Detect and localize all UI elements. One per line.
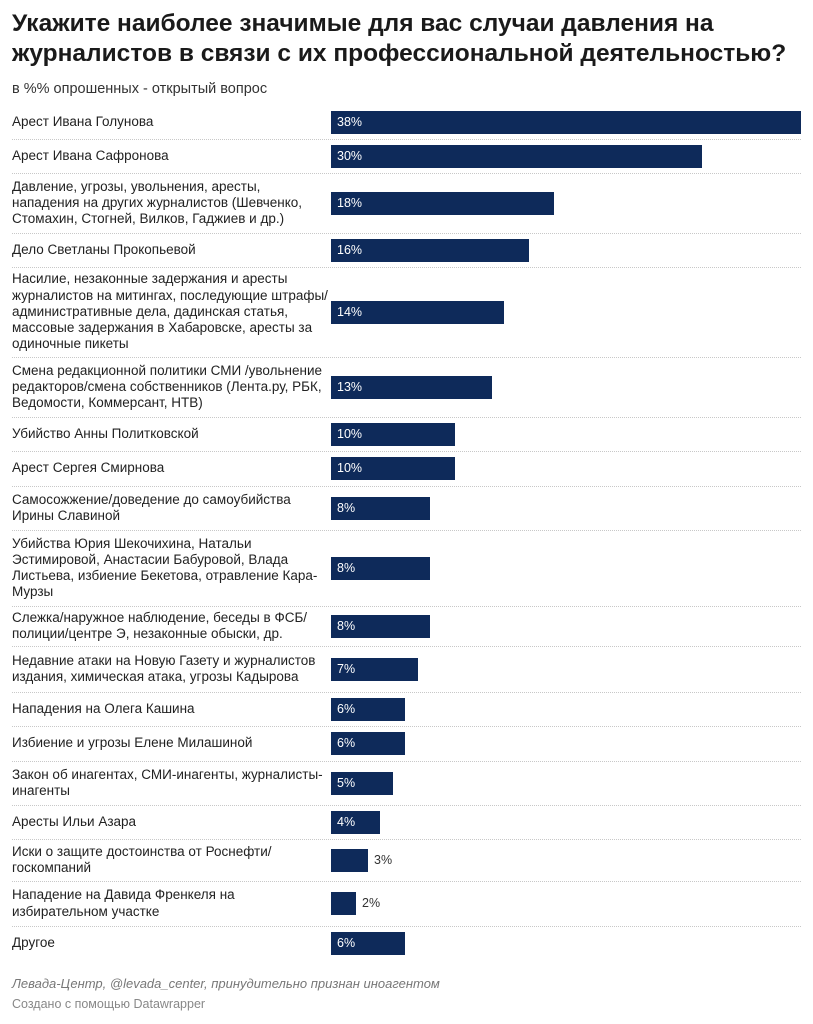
bar-value-label: 16%: [337, 243, 363, 257]
bar: [331, 423, 455, 446]
category-label: Смена редакционной политики СМИ /увольне…: [12, 362, 323, 411]
category-label: Самосожжение/доведение до самоубийства И…: [12, 491, 291, 523]
row-separator: [12, 606, 801, 607]
row-separator: [12, 530, 801, 531]
bar-value-label: 6%: [337, 702, 356, 716]
category-label: Насилие, незаконные задержания и аресты …: [12, 271, 328, 352]
bar: [331, 811, 380, 834]
bar: [331, 849, 368, 872]
row-separator: [12, 805, 801, 806]
row-separator: [12, 139, 801, 140]
bar-value-label: 38%: [337, 115, 363, 129]
category-label: Закон об инагентах, СМИ-инагенты, журнал…: [12, 766, 323, 798]
row-separator: [12, 692, 801, 693]
bar: [331, 145, 702, 168]
category-label: Убийство Анны Политковской: [12, 425, 199, 441]
bar-value-label: 30%: [337, 149, 363, 163]
row-separator: [12, 761, 801, 762]
source-note: Левада-Центр, @levada_center, принудител…: [12, 976, 440, 991]
category-label: Другое: [12, 934, 55, 950]
bar-value-label: 2%: [362, 896, 381, 910]
category-label: Недавние атаки на Новую Газету и журнали…: [12, 652, 316, 684]
bar-value-label: 4%: [337, 815, 356, 829]
bar-value-label: 7%: [337, 662, 356, 676]
category-label: Арест Ивана Сафронова: [12, 147, 169, 163]
bar-value-label: 6%: [337, 736, 356, 750]
bar: [331, 932, 405, 955]
category-label: Арест Ивана Голунова: [12, 114, 154, 130]
row-separator: [12, 267, 801, 268]
chart-subtitle: в %% опрошенных - открытый вопрос: [12, 81, 268, 97]
category-label: Убийства Юрия Шекочихина, Натальи Эстими…: [12, 535, 318, 600]
bar: [331, 376, 492, 399]
category-label: Дело Светланы Прокопьевой: [12, 241, 196, 257]
bar-value-label: 8%: [337, 561, 356, 575]
bar-value-label: 18%: [337, 196, 363, 210]
category-label: Нападения на Олега Кашина: [12, 700, 195, 716]
bar-value-label: 6%: [337, 936, 356, 950]
bar: [331, 772, 393, 795]
bar: [331, 698, 405, 721]
row-separator: [12, 881, 801, 882]
category-label: Давление, угрозы, увольнения, аресты, на…: [12, 178, 303, 227]
row-separator: [12, 233, 801, 234]
bar-value-label: 13%: [337, 380, 363, 394]
bar-value-label: 8%: [337, 619, 356, 633]
category-label: Аресты Ильи Азара: [12, 813, 137, 829]
row-separator: [12, 646, 801, 647]
row-separator: [12, 451, 801, 452]
bar: [331, 892, 356, 915]
bar-value-label: 10%: [337, 461, 363, 475]
row-separator: [12, 486, 801, 487]
bar-value-label: 5%: [337, 776, 356, 790]
row-separator: [12, 417, 801, 418]
bar: [331, 497, 430, 520]
bar: [331, 301, 504, 324]
bar-value-label: 8%: [337, 501, 356, 515]
row-separator: [12, 726, 801, 727]
bar: [331, 111, 801, 134]
bar-value-label: 3%: [374, 853, 393, 867]
category-label: Иски о защите достоинства от Роснефти/го…: [12, 843, 272, 875]
row-separator: [12, 926, 801, 927]
category-label: Избиение и угрозы Елене Милашиной: [12, 735, 253, 751]
bar: [331, 658, 418, 681]
credit-note: Создано с помощью Datawrapper: [12, 997, 206, 1011]
bar: [331, 457, 455, 480]
bar-value-label: 14%: [337, 305, 363, 319]
bar: [331, 615, 430, 638]
chart-title: Укажите наиболее значимые для вас случаи…: [12, 10, 787, 67]
bar: [331, 192, 554, 215]
bar: [331, 239, 529, 262]
bar: [331, 732, 405, 755]
category-label: Слежка/наружное наблюдение, беседы в ФСБ…: [12, 609, 308, 641]
row-separator: [12, 839, 801, 840]
bar: [331, 557, 430, 580]
category-label: Нападение на Давида Френкеля на избирате…: [12, 887, 235, 919]
row-separator: [12, 173, 801, 174]
row-separator: [12, 357, 801, 358]
category-label: Арест Сергея Смирнова: [12, 460, 165, 476]
bar-value-label: 10%: [337, 427, 363, 441]
